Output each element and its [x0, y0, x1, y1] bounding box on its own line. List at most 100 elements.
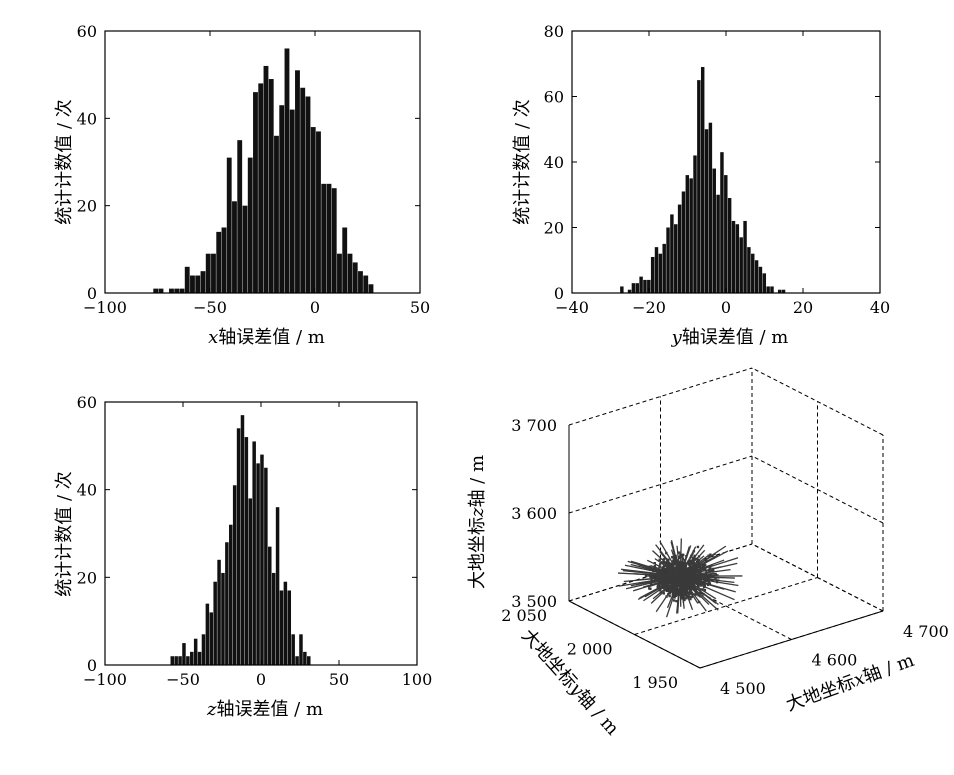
scatter-spike — [646, 559, 666, 570]
scatter-point — [671, 565, 674, 568]
scatter-spike — [644, 568, 664, 574]
histogram-bar — [237, 140, 243, 293]
histogram-bar — [226, 157, 232, 293]
histogram-bar — [287, 590, 292, 665]
scatter-point — [680, 563, 683, 566]
histogram-bar — [307, 656, 311, 665]
scatter-point — [675, 600, 678, 603]
scatter-spike — [666, 587, 677, 609]
histogram-bar — [677, 204, 682, 293]
x-axis-label: x轴误差值 / m — [208, 327, 325, 348]
histogram-bar — [310, 127, 316, 293]
histogram-bar — [271, 572, 276, 665]
histogram-bar — [631, 283, 636, 293]
scatter-point — [662, 576, 665, 580]
histogram-bar — [770, 286, 774, 293]
scatter-point — [693, 568, 697, 571]
scatter-spike — [618, 578, 663, 587]
scatter-point — [672, 577, 675, 581]
scatter-point — [668, 577, 672, 580]
scatter-point — [691, 578, 694, 581]
scatter-point — [684, 566, 687, 569]
scatter-point — [669, 581, 673, 585]
scatter-point — [674, 574, 677, 577]
histogram-bar — [190, 275, 195, 293]
histogram-bar — [232, 201, 237, 293]
scatter-point — [665, 563, 668, 567]
x-tick-label: −100 — [83, 670, 127, 689]
scatter-point — [674, 578, 677, 581]
scatter-point — [703, 568, 707, 571]
scatter-point — [696, 576, 700, 579]
y-tick-label: 20 — [77, 197, 97, 216]
y-tick-label: 0 — [87, 656, 97, 675]
scatter-point — [666, 574, 670, 577]
scatter-point — [696, 558, 700, 561]
scatter-point — [678, 584, 682, 587]
scatter-point — [689, 559, 692, 563]
histogram-bar — [331, 188, 337, 293]
scatter-point — [692, 568, 695, 571]
scatter-point — [672, 558, 675, 561]
scatter-spike — [691, 555, 709, 568]
histogram-bar — [186, 656, 190, 665]
scatter-spike — [630, 563, 664, 573]
scatter-spike — [622, 569, 663, 576]
histogram-panel-1: −100 −50 0 50 0 20 40 60 x轴误差值 / m 统计计数值 / 次 — [54, 22, 430, 348]
scatter-point — [670, 567, 673, 571]
scatter-spike — [665, 587, 677, 618]
histogram-bar — [264, 467, 268, 665]
scatter-point — [684, 584, 687, 587]
scatter-point — [707, 581, 710, 584]
histogram-bar — [731, 220, 736, 293]
scatter-spike — [643, 584, 668, 602]
histogram-bar — [627, 289, 632, 293]
histogram-bar — [666, 227, 670, 293]
scatter-point — [676, 582, 679, 586]
scatter-spike — [670, 549, 678, 565]
histogram-bar — [244, 437, 249, 665]
histogram-bar — [647, 279, 651, 293]
scatter-point — [676, 575, 680, 578]
scatter-spike — [654, 558, 669, 569]
scatter-point — [675, 591, 679, 594]
histogram-bar — [295, 70, 300, 293]
scatter-spike — [696, 580, 736, 593]
histogram-bar — [300, 87, 306, 294]
scatter-point — [688, 567, 692, 570]
scatter-spike — [650, 585, 671, 604]
scatter-point — [689, 573, 692, 576]
scatter-point — [669, 572, 673, 575]
y-tick-label: 2 000 — [567, 640, 613, 659]
histogram-bar — [252, 441, 256, 665]
scatter-spike — [692, 583, 717, 600]
scatter-point — [685, 587, 688, 590]
histogram-bar — [321, 183, 327, 293]
scatter-point — [689, 570, 692, 574]
scatter-spike — [625, 579, 664, 590]
scatter-point — [690, 588, 693, 591]
y-tick-label: 80 — [544, 22, 564, 41]
grid-line — [568, 367, 753, 426]
scatter-point — [658, 571, 662, 575]
scatter-spike — [697, 577, 720, 581]
scatter-point — [691, 582, 694, 585]
histogram-bar — [221, 227, 227, 293]
histogram-bar — [368, 284, 374, 293]
histogram-bar — [743, 220, 747, 293]
histogram-bar — [316, 131, 321, 293]
histogram-bar — [247, 157, 253, 293]
scatter-point — [672, 599, 676, 602]
scatter-point — [697, 585, 700, 588]
scatter-point — [677, 571, 680, 575]
x-tick-label: 4 700 — [903, 622, 949, 641]
x-tick-label: 40 — [870, 298, 890, 317]
scatter-point — [689, 577, 692, 581]
scatter-point — [657, 584, 660, 588]
scatter-point — [709, 569, 713, 573]
histogram-bar — [217, 559, 221, 665]
y-tick-label: 60 — [544, 88, 564, 107]
scatter-point — [698, 582, 701, 585]
y-tick-label: 2 050 — [501, 606, 547, 625]
scatter-spike — [697, 578, 739, 587]
